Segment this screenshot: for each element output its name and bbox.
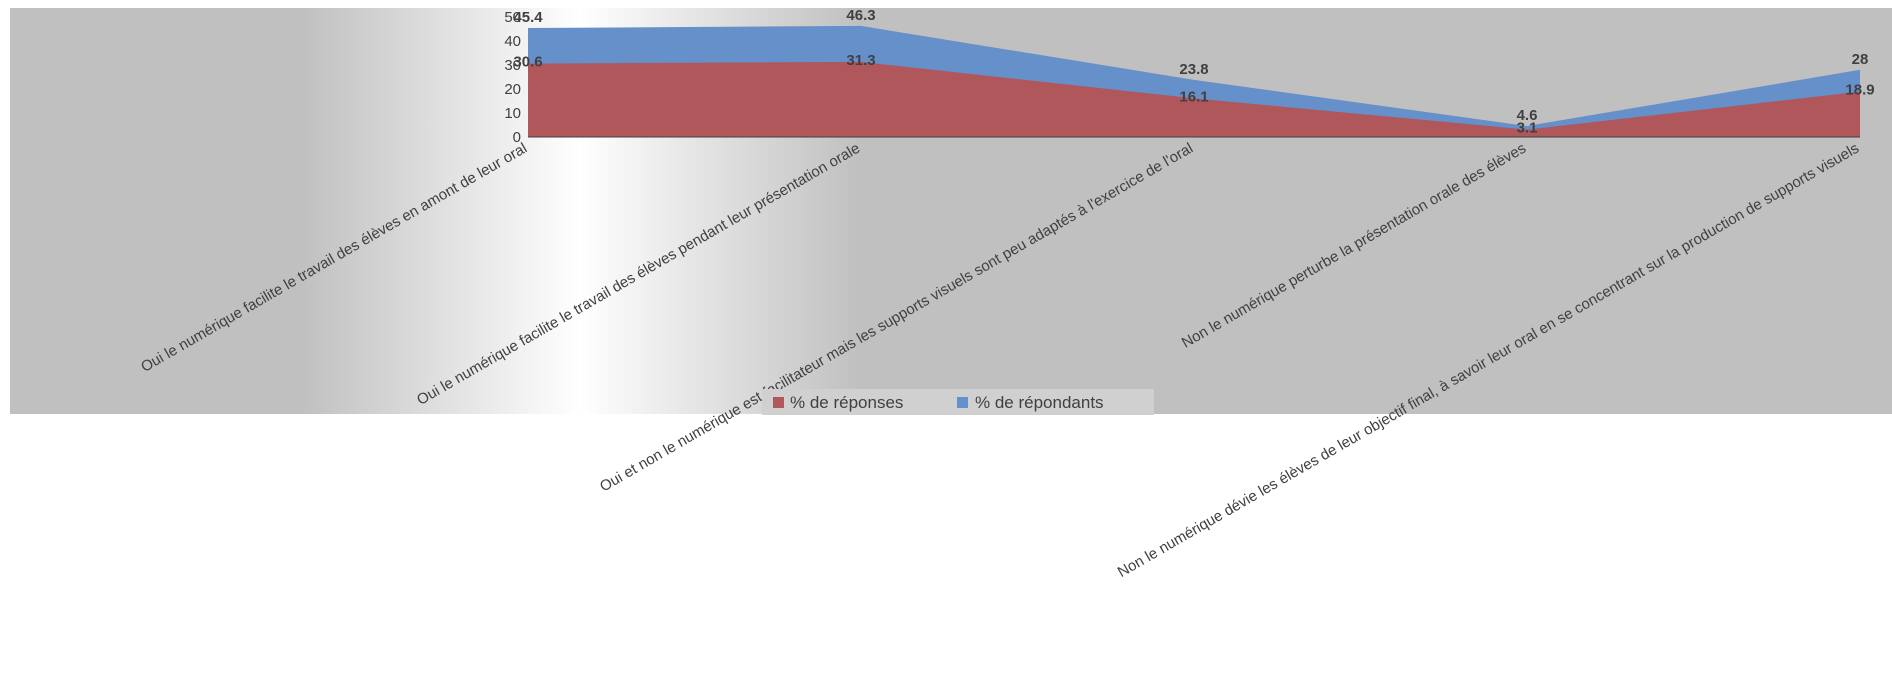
legend-label-reponses: % de réponses bbox=[790, 393, 903, 412]
data-label-s1-2: 23.8 bbox=[1179, 61, 1208, 78]
data-label-s1-0: 45.4 bbox=[513, 9, 543, 26]
area-series-0 bbox=[528, 61, 1860, 137]
y-axis-ticks: 0 10 20 30 40 50 bbox=[504, 9, 521, 146]
y-tick-label: 0 bbox=[513, 129, 521, 146]
data-label-s0-3: 3.1 bbox=[1517, 120, 1538, 137]
legend-swatch-reponses bbox=[773, 397, 784, 408]
data-label-s0-4: 18.9 bbox=[1845, 82, 1874, 99]
data-label-s1-3: 4.6 bbox=[1517, 107, 1538, 124]
legend-swatch-repondants bbox=[957, 397, 968, 408]
series-areas bbox=[528, 25, 1860, 137]
y-tick-label: 40 bbox=[504, 33, 521, 50]
data-labels: 30.6 31.3 16.1 3.1 18.9 45.4 46.3 23.8 4.6 28 bbox=[513, 7, 1874, 137]
y-tick-label: 30 bbox=[504, 57, 521, 74]
legend: % de réponses % de répondants bbox=[762, 389, 1154, 415]
data-label-s0-2: 16.1 bbox=[1179, 88, 1208, 105]
y-tick-label: 10 bbox=[504, 105, 521, 122]
y-tick-label: 50 bbox=[504, 9, 521, 26]
data-label-s0-1: 31.3 bbox=[846, 52, 875, 69]
data-label-s0-0: 30.6 bbox=[513, 54, 542, 71]
data-label-s1-1: 46.3 bbox=[846, 7, 875, 24]
y-tick-label: 20 bbox=[504, 81, 521, 98]
data-label-s1-4: 28 bbox=[1852, 51, 1869, 68]
legend-label-repondants: % de répondants bbox=[975, 393, 1104, 412]
